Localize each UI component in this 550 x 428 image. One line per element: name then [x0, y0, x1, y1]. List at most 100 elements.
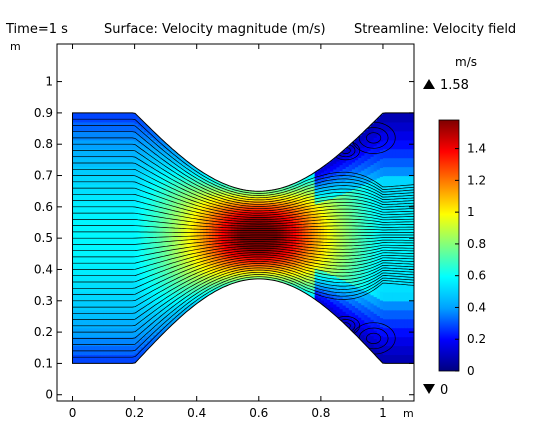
field-cell: [112, 211, 117, 221]
field-cell: [327, 167, 331, 174]
field-cell: [106, 220, 111, 230]
field-cell: [165, 170, 170, 178]
field-cell: [109, 175, 114, 186]
field-cell: [174, 284, 179, 292]
field-cell: [140, 195, 145, 205]
field-cell: [72, 282, 77, 293]
field-cell: [258, 269, 263, 274]
field-cell: [202, 240, 207, 246]
field-cell: [376, 134, 381, 144]
field-cell: [382, 309, 387, 320]
field-cell: [233, 238, 238, 243]
field-cell: [171, 280, 176, 287]
field-cell: [97, 211, 102, 221]
field-cell: [215, 243, 220, 248]
field-cell: [150, 291, 154, 300]
field-cell: [379, 185, 384, 195]
field-cell: [317, 174, 322, 180]
field-cell: [137, 151, 142, 162]
field-cell: [171, 304, 176, 312]
field-cell: [314, 272, 319, 278]
field-cell: [302, 190, 306, 196]
field-cell: [184, 203, 188, 210]
field-cell: [314, 286, 319, 292]
field-cell: [156, 135, 161, 144]
field-cell: [153, 199, 157, 209]
field-cell: [119, 318, 123, 329]
field-cell: [150, 252, 154, 262]
field-cell: [137, 229, 142, 239]
field-cell: [171, 180, 176, 188]
field-cell: [143, 343, 148, 353]
field-cell: [218, 204, 223, 210]
field-cell: [199, 245, 204, 251]
field-cell: [91, 238, 95, 248]
field-cell: [187, 283, 192, 290]
field-cell: [88, 336, 92, 347]
field-cell: [78, 184, 83, 195]
field-cell: [302, 186, 306, 192]
field-cell: [112, 112, 117, 123]
field-cell: [342, 218, 347, 225]
field-cell: [112, 354, 117, 364]
field-cell: [323, 241, 328, 247]
field-cell: [243, 238, 247, 243]
field-cell: [323, 281, 328, 288]
field-cell: [224, 188, 229, 193]
field-cell: [395, 327, 400, 338]
field-cell: [348, 309, 353, 317]
field-cell: [72, 157, 77, 168]
field-cell: [215, 223, 220, 229]
field-cell: [181, 286, 185, 294]
field-cell: [212, 211, 216, 216]
field-cell: [361, 267, 365, 276]
field-cell: [128, 354, 133, 364]
field-cell: [165, 243, 170, 251]
field-cell: [199, 235, 204, 242]
field-cell: [361, 185, 365, 194]
field-cell: [342, 273, 347, 281]
field-cell: [386, 282, 390, 293]
field-cell: [308, 214, 313, 220]
field-cell: [243, 196, 247, 201]
field-cell: [333, 168, 337, 176]
field-cell: [88, 291, 92, 302]
field-cell: [100, 112, 105, 123]
field-cell: [140, 137, 145, 147]
field-cell: [327, 204, 331, 211]
field-cell: [199, 263, 204, 269]
field-cell: [351, 298, 356, 306]
streamline: [72, 256, 414, 302]
field-cell: [314, 231, 319, 237]
field-cell: [308, 287, 313, 293]
field-cell: [249, 190, 254, 195]
field-cell: [224, 184, 229, 189]
field-cell: [187, 173, 192, 179]
field-cell: [125, 318, 129, 329]
field-cell: [268, 219, 272, 223]
field-cell: [94, 345, 98, 356]
field-cell: [404, 345, 409, 356]
field-cell: [165, 256, 170, 264]
field-cell: [140, 120, 145, 130]
field-cell: [289, 195, 294, 200]
field-cell: [72, 166, 77, 177]
field-cell: [168, 249, 173, 257]
field-cell: [168, 262, 173, 270]
field-cell: [137, 272, 142, 282]
field-cell: [137, 324, 142, 334]
field-cell: [184, 247, 188, 254]
field-cell: [206, 270, 210, 276]
field-cell: [165, 276, 170, 284]
field-cell: [358, 208, 362, 217]
y-tick-label: 0.7: [34, 169, 53, 183]
field-cell: [289, 275, 294, 280]
field-cell: [131, 247, 136, 257]
field-cell: [410, 318, 414, 329]
field-cell: [330, 192, 334, 199]
field-cell: [252, 275, 257, 280]
field-cell: [94, 256, 98, 266]
field-cell: [84, 318, 89, 329]
field-cell: [364, 245, 369, 254]
field-cell: [355, 293, 359, 302]
